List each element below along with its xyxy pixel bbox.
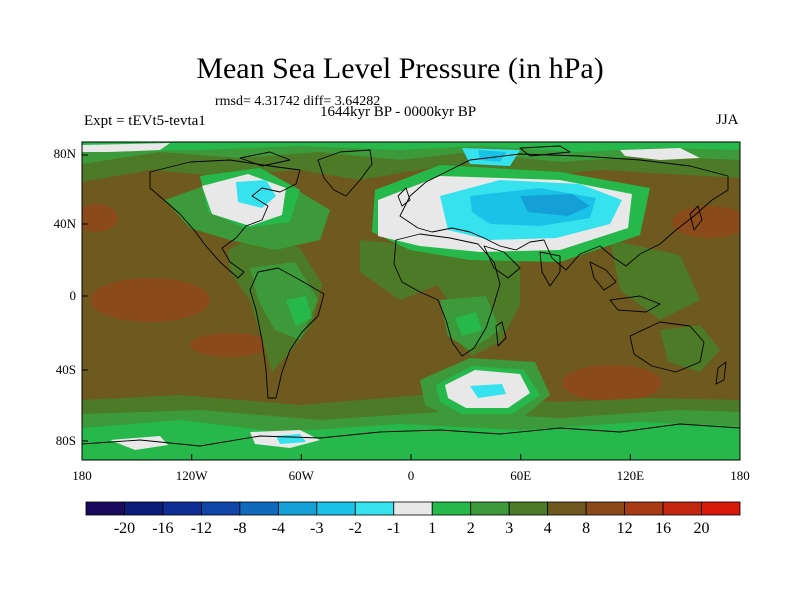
field-contour-bl (520, 194, 590, 216)
colorbar-swatch (201, 501, 241, 516)
period-label: 1644kyr BP - 0000kyr BP (320, 104, 477, 120)
colorbar-swatch (662, 501, 702, 516)
chart-title: Mean Sea Level Pressure (in hPa) (196, 52, 604, 85)
colorbar-swatch (508, 501, 549, 516)
colorbar-label: -4 (271, 520, 286, 537)
colorbar-swatch (124, 501, 164, 516)
field-layer (82, 142, 740, 460)
x-tick-label: 180 (730, 468, 750, 483)
colorbar-swatch (85, 501, 125, 516)
colorbar-swatch (316, 501, 356, 516)
colorbar-label: -16 (152, 520, 174, 537)
colorbar-label: -8 (233, 520, 247, 537)
colorbar-swatch (701, 501, 741, 516)
x-tick-label: 60W (288, 468, 314, 483)
y-tick-label: 40N (53, 216, 76, 231)
colorbar (85, 501, 741, 516)
x-tick-label: 0 (407, 468, 415, 483)
y-tick-label: 40S (55, 362, 76, 377)
colorbar-swatch (624, 501, 664, 516)
colorbar-label: -1 (387, 520, 401, 537)
x-tick-label: 180 (72, 468, 92, 483)
colorbar-label: -2 (348, 520, 362, 537)
colorbar-label: -20 (113, 520, 136, 537)
colorbar-label: -3 (310, 520, 324, 537)
y-tick-label: 80S (55, 433, 76, 448)
experiment-label: Expt = tEVt5-tevta1 (84, 113, 206, 129)
colorbar-swatch (393, 501, 433, 516)
colorbar-swatch (585, 501, 625, 516)
colorbar-swatch (547, 501, 587, 516)
colorbar-label: 16 (655, 520, 672, 537)
colorbar-label: 12 (616, 520, 633, 537)
season-label: JJA (716, 112, 739, 128)
x-tick-label: 120E (616, 468, 645, 483)
coastlines (81, 145, 741, 447)
colorbar-label: 1 (428, 520, 437, 537)
colorbar-label: 3 (505, 520, 514, 537)
field-contour-warm (82, 204, 740, 401)
colorbar-swatch (431, 501, 472, 516)
colorbar-label: 4 (543, 520, 552, 537)
x-tick-label: 60E (510, 468, 532, 483)
colorbar-label: -12 (190, 520, 213, 537)
colorbar-swatch (470, 501, 510, 516)
axis-ticks (81, 154, 741, 460)
colorbar-swatch (354, 501, 395, 516)
colorbar-label: 8 (582, 520, 591, 537)
x-tick-label: 120W (175, 468, 208, 483)
colorbar-swatch (239, 501, 279, 516)
y-tick-label: 0 (69, 288, 77, 303)
y-tick-label: 80N (53, 146, 76, 161)
stats-label: rmsd= 4.31742 diff= 3.64282 (215, 94, 381, 109)
colorbar-swatch (162, 501, 202, 516)
colorbar-swatch (277, 501, 318, 516)
colorbar-label: 20 (693, 520, 710, 537)
colorbar-label: 2 (466, 520, 475, 537)
